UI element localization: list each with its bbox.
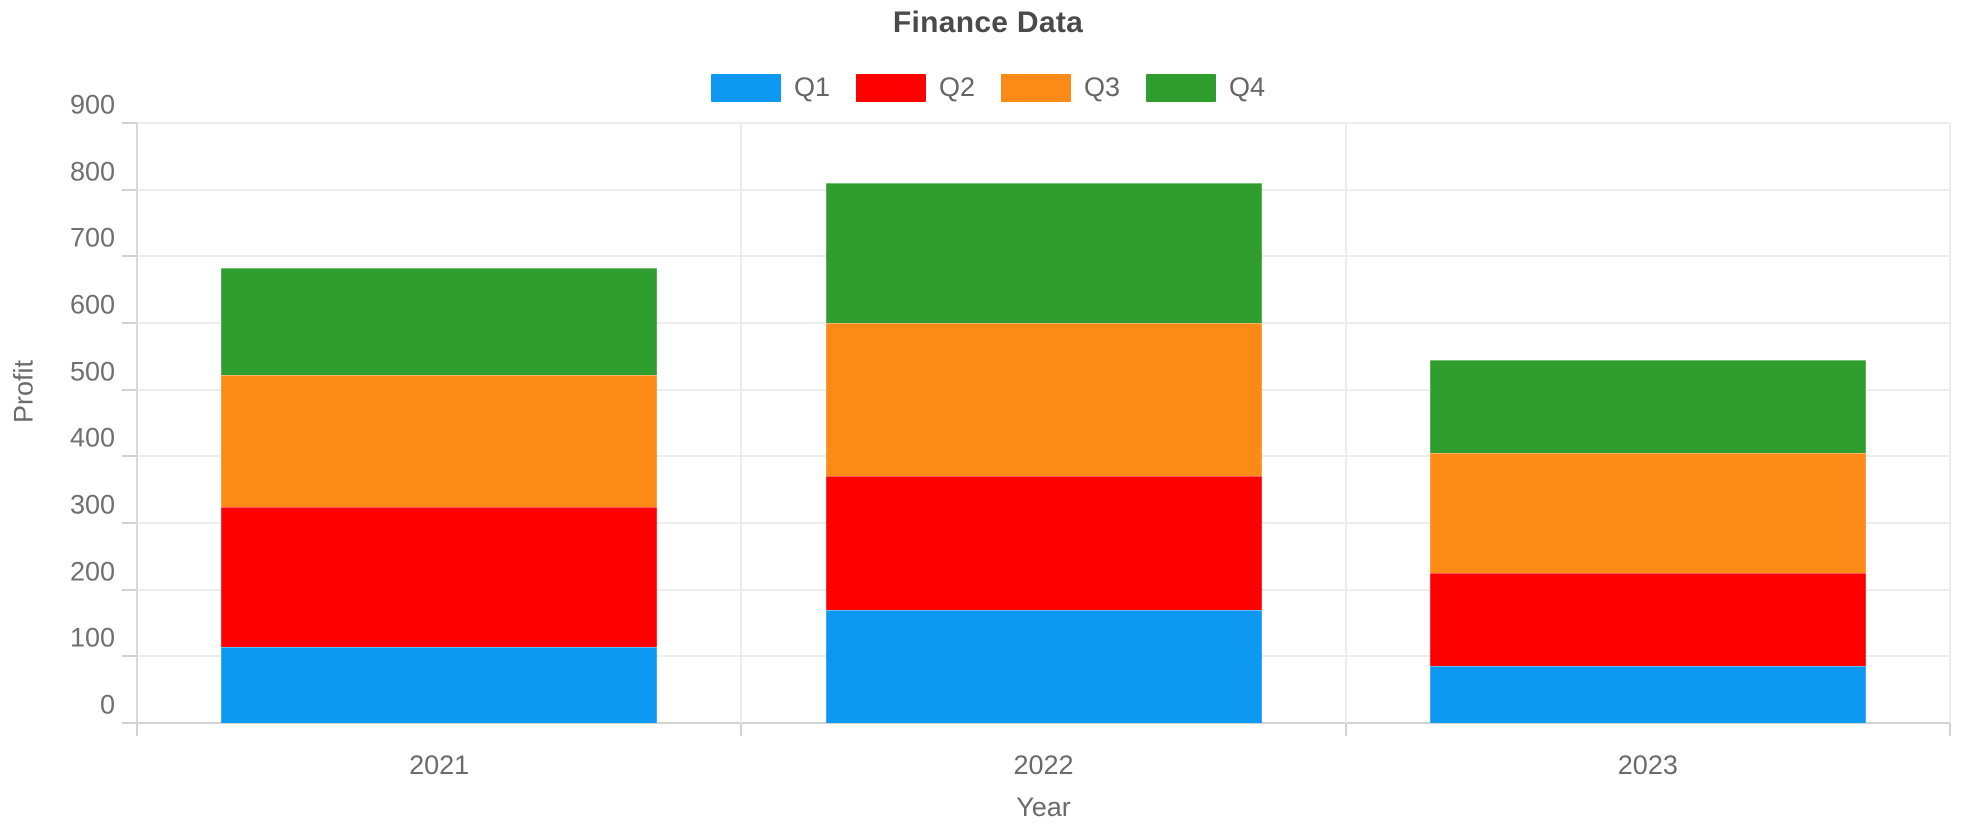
legend-item-q3[interactable]: Q3 — [1001, 72, 1120, 103]
bar-segment-2022-q2[interactable] — [825, 476, 1262, 610]
y-tick-label-900: 900 — [69, 89, 115, 120]
x-axis-tick — [740, 723, 743, 736]
y-axis-tick — [122, 255, 137, 258]
y-axis-tick — [122, 322, 137, 324]
bar-segment-2022-q3[interactable] — [825, 323, 1262, 477]
bar-segment-2021-q1[interactable] — [221, 647, 658, 723]
y-axis-line — [136, 123, 138, 723]
y-axis-tick — [122, 188, 137, 191]
bar-2023[interactable] — [1429, 123, 1866, 723]
x-axis-title: Year — [1016, 792, 1071, 822]
y-axis-tick — [122, 388, 137, 391]
y-axis-tick — [122, 522, 137, 524]
legend-swatch-q2 — [855, 73, 926, 102]
bar-segment-2021-q2[interactable] — [221, 507, 658, 647]
legend-swatch-q1 — [710, 73, 781, 102]
bar-segment-2022-q4[interactable] — [825, 183, 1262, 324]
gridline-x-1 — [740, 123, 743, 723]
legend-item-q1[interactable]: Q1 — [710, 72, 830, 103]
bar-segment-2023-q1[interactable] — [1429, 666, 1866, 723]
legend-swatch-q3 — [1001, 73, 1071, 102]
x-axis-tick — [1949, 723, 1951, 736]
bar-segment-2021-q4[interactable] — [221, 267, 658, 375]
y-axis-title: Profit — [8, 359, 39, 423]
y-tick-label-200: 200 — [69, 556, 115, 587]
bar-segment-2023-q4[interactable] — [1429, 359, 1866, 454]
legend-label-q4: Q4 — [1229, 72, 1266, 102]
y-tick-label-700: 700 — [69, 222, 115, 253]
legend-label-q2: Q2 — [938, 72, 975, 102]
x-axis-tick — [136, 723, 138, 736]
legend: Q1 Q2 Q3 Q4 — [0, 72, 1976, 103]
gridline-x-3 — [1949, 123, 1951, 723]
x-tick-label-2022: 2022 — [1013, 750, 1074, 780]
plot-area: 0 100 200 300 400 500 600 700 800 900 — [70, 90, 1951, 736]
y-axis-tick — [122, 655, 137, 658]
x-axis-line — [122, 722, 1950, 724]
y-axis-tick — [122, 122, 137, 124]
x-axis-tick — [1344, 723, 1347, 736]
y-tick-label-500: 500 — [69, 356, 115, 387]
chart-title: Finance Data — [892, 6, 1084, 39]
legend-item-q4[interactable]: Q4 — [1146, 72, 1265, 103]
legend-swatch-q4 — [1146, 73, 1217, 102]
bar-segment-2023-q2[interactable] — [1429, 573, 1866, 667]
y-axis-tick — [122, 722, 137, 724]
gridline-y-900 — [137, 122, 1950, 124]
bar-segment-2021-q3[interactable] — [221, 375, 658, 507]
bar-2021[interactable] — [221, 123, 658, 723]
legend-label-q3: Q3 — [1084, 72, 1121, 102]
y-axis-tick — [122, 455, 137, 458]
bar-segment-2022-q1[interactable] — [825, 609, 1262, 723]
bar-2022[interactable] — [825, 123, 1262, 723]
y-tick-label-400: 400 — [69, 422, 115, 453]
y-tick-label-0: 0 — [99, 689, 115, 720]
y-tick-label-800: 800 — [69, 156, 115, 187]
x-tick-label-2023: 2023 — [1617, 750, 1678, 780]
legend-label-q1: Q1 — [793, 72, 830, 102]
y-tick-label-100: 100 — [69, 622, 115, 653]
y-tick-label-300: 300 — [69, 489, 115, 520]
legend-item-q2[interactable]: Q2 — [855, 72, 975, 103]
y-tick-label-600: 600 — [69, 289, 115, 320]
y-axis-tick — [122, 588, 137, 591]
gridline-x-2 — [1344, 123, 1347, 723]
bar-segment-2023-q3[interactable] — [1429, 453, 1866, 574]
x-tick-label-2021: 2021 — [409, 750, 470, 780]
